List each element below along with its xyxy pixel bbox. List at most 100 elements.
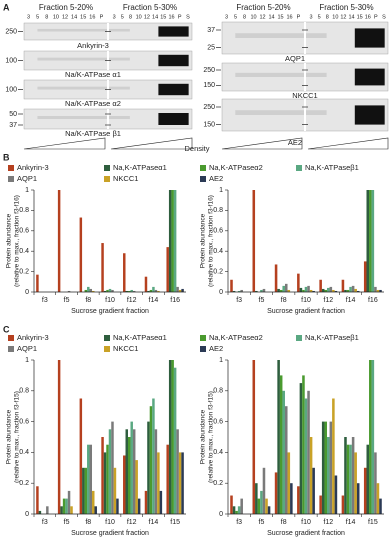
- y-tick-label: 0.4: [19, 449, 29, 456]
- y-axis-title: Protein abundance: [200, 409, 207, 464]
- bar: [344, 437, 347, 514]
- bar: [282, 285, 285, 292]
- mw-marker: 100: [5, 57, 17, 64]
- lane-label: 16: [89, 14, 95, 20]
- blot-label: AE2: [288, 138, 302, 147]
- x-tick-label: f8: [85, 297, 91, 304]
- lane-label: 14: [152, 14, 158, 20]
- blot-band: [158, 113, 189, 125]
- lane-label: 14: [348, 14, 354, 20]
- panel-label: A: [3, 2, 10, 12]
- bar: [103, 452, 107, 514]
- blot-band: [37, 57, 130, 61]
- bar: [349, 286, 352, 292]
- legend-label: NKCC1: [113, 344, 138, 353]
- y-axis-title: Protein abundance: [6, 409, 13, 464]
- lane-label: 15: [80, 14, 86, 20]
- bar: [101, 437, 104, 514]
- bar: [327, 287, 330, 292]
- bar: [166, 444, 169, 514]
- bar: [62, 498, 66, 514]
- bar: [181, 452, 184, 514]
- bar: [354, 288, 357, 292]
- y-axis-title: (relative to max., fraction f3-f16): [14, 195, 21, 287]
- blot-band: [37, 28, 130, 32]
- panel-label: B: [3, 152, 10, 162]
- bar: [252, 190, 256, 292]
- bar: [57, 360, 61, 514]
- bar: [152, 398, 155, 514]
- mw-marker: 250: [203, 67, 215, 74]
- y-axis-title: Protein abundance: [200, 213, 207, 268]
- bar: [240, 498, 243, 514]
- bar: [157, 290, 160, 292]
- fraction-header: Fraction 5-20%: [236, 3, 290, 12]
- bar: [130, 421, 133, 514]
- legend-label: Na,K-ATPaseα2: [209, 333, 263, 342]
- bar: [260, 289, 263, 292]
- x-axis-title: Sucrose gradient fraction: [267, 530, 345, 537]
- bar: [369, 360, 372, 514]
- bar: [307, 285, 310, 292]
- lane-label: 15: [160, 14, 166, 20]
- y-tick-label: 1: [25, 357, 29, 364]
- lane-label: 10: [136, 14, 142, 20]
- lane-label: 8: [45, 14, 48, 20]
- bar: [87, 286, 90, 292]
- legend-label: Na,K-ATPaseα1: [113, 163, 167, 172]
- bar: [371, 190, 375, 292]
- bar: [332, 398, 335, 514]
- x-axis-title: Sucrose gradient fraction: [71, 530, 149, 537]
- x-tick-label: f14: [149, 519, 159, 526]
- lane-label: 14: [71, 14, 77, 20]
- bar: [157, 452, 160, 514]
- y-tick-label: 0.8: [213, 388, 223, 395]
- bar: [178, 452, 182, 514]
- y-tick-label: 0.4: [19, 248, 29, 255]
- legend-swatch: [200, 176, 206, 182]
- bar: [329, 421, 333, 514]
- bar: [379, 289, 382, 292]
- bar: [349, 444, 352, 514]
- x-tick-label: f16: [170, 297, 180, 304]
- bar: [262, 467, 266, 514]
- y-tick-label: 1: [25, 187, 29, 194]
- x-tick-label: f14: [149, 297, 159, 304]
- bar: [103, 290, 107, 292]
- y-tick-label: 0.2: [213, 268, 223, 275]
- bar: [344, 289, 347, 292]
- bar: [309, 437, 313, 514]
- blot-band: [235, 110, 327, 115]
- bar: [168, 190, 172, 292]
- fraction-header: Fraction 5-30%: [319, 3, 373, 12]
- y-tick-label: 0: [219, 289, 223, 296]
- bar: [324, 289, 328, 292]
- bar: [371, 360, 375, 514]
- bar: [297, 486, 300, 514]
- bar: [319, 495, 322, 514]
- y-tick-label: 0.8: [213, 207, 223, 214]
- mw-marker: 100: [5, 86, 17, 93]
- lane-label: 3: [113, 14, 116, 20]
- bar: [329, 286, 333, 292]
- bar: [354, 452, 357, 514]
- bar: [84, 289, 88, 292]
- bar: [319, 279, 322, 292]
- x-tick-label: f10: [301, 519, 311, 526]
- bar: [106, 289, 109, 292]
- bar: [36, 486, 39, 514]
- x-tick-label: f5: [64, 519, 70, 526]
- x-tick-label: f8: [281, 297, 287, 304]
- y-tick-label: 0: [25, 511, 29, 518]
- y-tick-label: 0.2: [213, 480, 223, 487]
- bar: [127, 290, 131, 292]
- legend-swatch: [8, 335, 14, 341]
- bar: [332, 289, 335, 292]
- bar: [379, 498, 382, 514]
- bar: [84, 467, 88, 514]
- lane-label: 12: [144, 14, 150, 20]
- bar: [89, 288, 93, 292]
- bar: [366, 190, 370, 292]
- bar: [154, 289, 158, 292]
